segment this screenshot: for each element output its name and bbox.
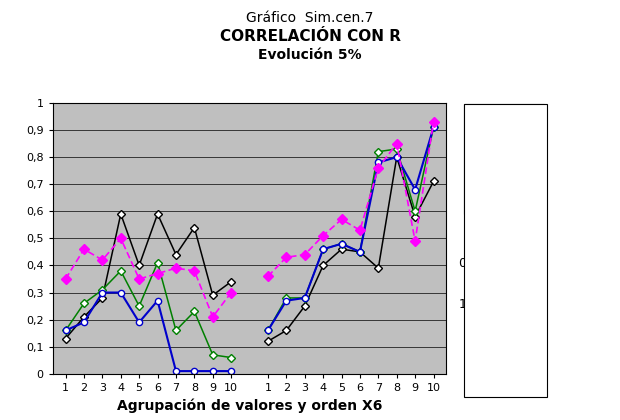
X3 bbox=[228, 355, 235, 360]
Line: X6: X6 bbox=[63, 289, 234, 374]
Line: W: W bbox=[62, 235, 234, 320]
X6 bbox=[117, 290, 125, 295]
X3 bbox=[80, 301, 87, 306]
X6 bbox=[62, 328, 69, 333]
W bbox=[80, 247, 87, 252]
W bbox=[228, 290, 235, 295]
T1-d bbox=[172, 252, 180, 257]
W bbox=[209, 315, 216, 320]
W bbox=[62, 276, 69, 281]
T1-d bbox=[135, 263, 143, 268]
T1-d bbox=[209, 293, 216, 298]
X3 bbox=[190, 309, 198, 314]
Text: 15,05: 15,05 bbox=[458, 298, 494, 311]
X6 bbox=[99, 290, 106, 295]
W bbox=[190, 268, 198, 273]
Line: T1-d: T1-d bbox=[63, 211, 234, 342]
X3 bbox=[209, 352, 216, 357]
W bbox=[99, 257, 106, 262]
X3 bbox=[135, 304, 143, 309]
X3 bbox=[117, 268, 125, 273]
T1-d bbox=[99, 295, 106, 300]
X6 bbox=[209, 369, 216, 374]
X3 bbox=[99, 287, 106, 292]
X6 bbox=[190, 369, 198, 374]
T1-d bbox=[62, 336, 69, 341]
W bbox=[154, 271, 161, 276]
W bbox=[135, 276, 143, 281]
X3 bbox=[172, 328, 180, 333]
W bbox=[117, 236, 125, 241]
T1-d bbox=[228, 279, 235, 284]
X6 bbox=[172, 369, 180, 374]
T1-d bbox=[80, 315, 87, 320]
T1-d bbox=[154, 211, 161, 216]
X3 bbox=[154, 260, 161, 265]
X6 bbox=[154, 298, 161, 303]
X6 bbox=[135, 320, 143, 325]
T1-d bbox=[190, 225, 198, 230]
W bbox=[172, 265, 180, 270]
T1-d bbox=[117, 211, 125, 216]
X6 bbox=[80, 320, 87, 325]
Text: CORRELACIÓN CON R: CORRELACIÓN CON R bbox=[219, 29, 401, 45]
Text: Gráfico  Sim.cen.7: Gráfico Sim.cen.7 bbox=[246, 10, 374, 24]
Legend: T1-d, X3, X6, W: T1-d, X3, X6, W bbox=[464, 104, 544, 215]
Text: Evolución 5%: Evolución 5% bbox=[258, 48, 362, 62]
Text: 0,91: 0,91 bbox=[458, 257, 486, 270]
Line: X3: X3 bbox=[63, 260, 234, 361]
X-axis label: Agrupación de valores y orden X6: Agrupación de valores y orden X6 bbox=[117, 399, 383, 413]
X6 bbox=[228, 369, 235, 374]
X3 bbox=[62, 328, 69, 333]
